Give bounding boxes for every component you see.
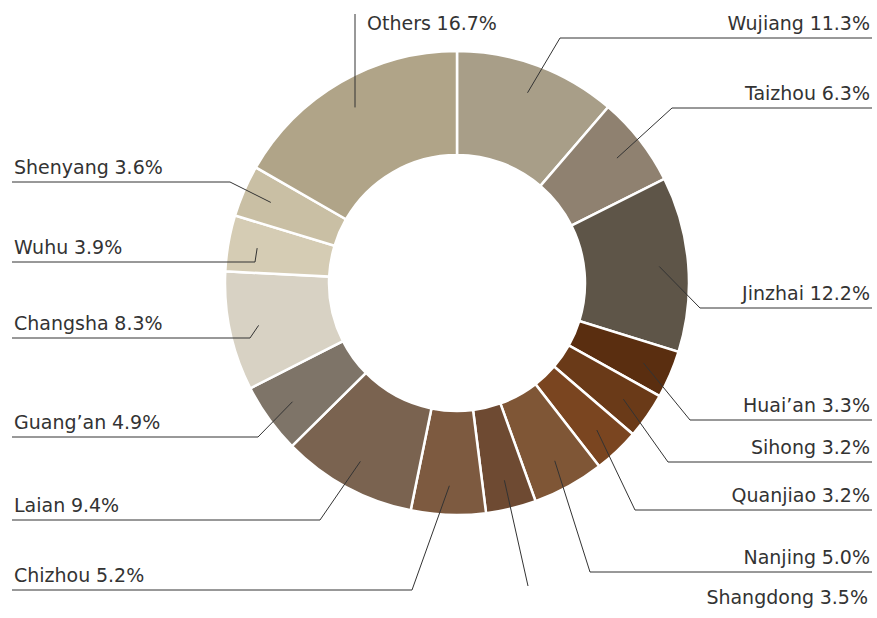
label-category: Quanjiao [732, 484, 817, 506]
labels: Wujiang 11.3% Taizhou 6.3% Jinzhai 12.2% Huai’… [14, 12, 870, 608]
label-category: Huai’an [743, 394, 816, 416]
leader-line [617, 108, 872, 158]
label-value: 5.0% [822, 546, 870, 568]
label-value: 3.5% [820, 586, 868, 608]
leader-line [355, 14, 356, 107]
label-value: 5.2% [96, 564, 144, 586]
label-category: Wujiang [727, 12, 803, 34]
label-value: 6.3% [822, 82, 870, 104]
chart: Wujiang 11.3% Taizhou 6.3% Jinzhai 12.2% Huai’… [0, 0, 877, 618]
label-category: Taizhou [744, 82, 816, 104]
data-label: Sihong 3.2% [751, 436, 870, 458]
label-value: 3.3% [822, 394, 870, 416]
data-label: Nanjing 5.0% [743, 546, 870, 568]
data-label: Changsha8.3% [14, 312, 163, 334]
slices [225, 51, 689, 515]
label-value: 3.2% [822, 484, 870, 506]
label-value: 3.9% [74, 236, 122, 258]
label-value: 4.9% [112, 411, 160, 433]
label-value: 3.2% [822, 436, 870, 458]
data-label: Shenyang 3.6% [14, 156, 163, 178]
data-label: Jinzhai 12.2% [741, 282, 870, 304]
leader-line [12, 402, 292, 437]
slice [225, 271, 343, 388]
leader-lines [12, 14, 872, 590]
data-label: Laian 9.4% [14, 494, 119, 516]
leader-line [12, 486, 449, 590]
data-label: Taizhou 6.3% [744, 82, 870, 104]
label-category: Shangdong [706, 586, 814, 608]
data-label: Wuhu 3.9% [14, 236, 122, 258]
label-value: 3.6% [115, 156, 163, 178]
leader-line [12, 461, 360, 520]
data-label: Quanjiao3.2% [732, 484, 870, 506]
label-category: Laian [14, 494, 65, 516]
label-category: Wuhu [14, 236, 68, 258]
leader-line [659, 266, 872, 308]
label-category: Jinzhai [741, 282, 804, 304]
label-category: Changsha [14, 312, 109, 334]
data-label: Chizhou 5.2% [14, 564, 144, 586]
slice [256, 51, 457, 219]
label-category: Chizhou [14, 564, 90, 586]
leader-line [12, 182, 271, 202]
data-label: Huai’an 3.3% [743, 394, 870, 416]
label-value: 9.4% [71, 494, 119, 516]
label-category: Shenyang [14, 156, 109, 178]
label-category: Others [367, 12, 431, 34]
leader-line [597, 430, 872, 510]
label-value: 11.3% [810, 12, 870, 34]
leader-line [504, 480, 528, 586]
label-value: 8.3% [114, 312, 162, 334]
label-category: Sihong [751, 436, 816, 458]
data-label: Others 16.7% [367, 12, 497, 34]
data-label: Guang’an 4.9% [14, 411, 160, 433]
label-category: Nanjing [743, 546, 816, 568]
label-category: Guang’an [14, 411, 106, 433]
label-value: 12.2% [810, 282, 870, 304]
data-label: Wujiang 11.3% [727, 12, 870, 34]
leader-line [528, 38, 872, 93]
leader-line [555, 461, 872, 572]
data-label: Shangdong 3.5% [706, 586, 868, 608]
label-value: 16.7% [437, 12, 497, 34]
leader-line [643, 363, 872, 420]
